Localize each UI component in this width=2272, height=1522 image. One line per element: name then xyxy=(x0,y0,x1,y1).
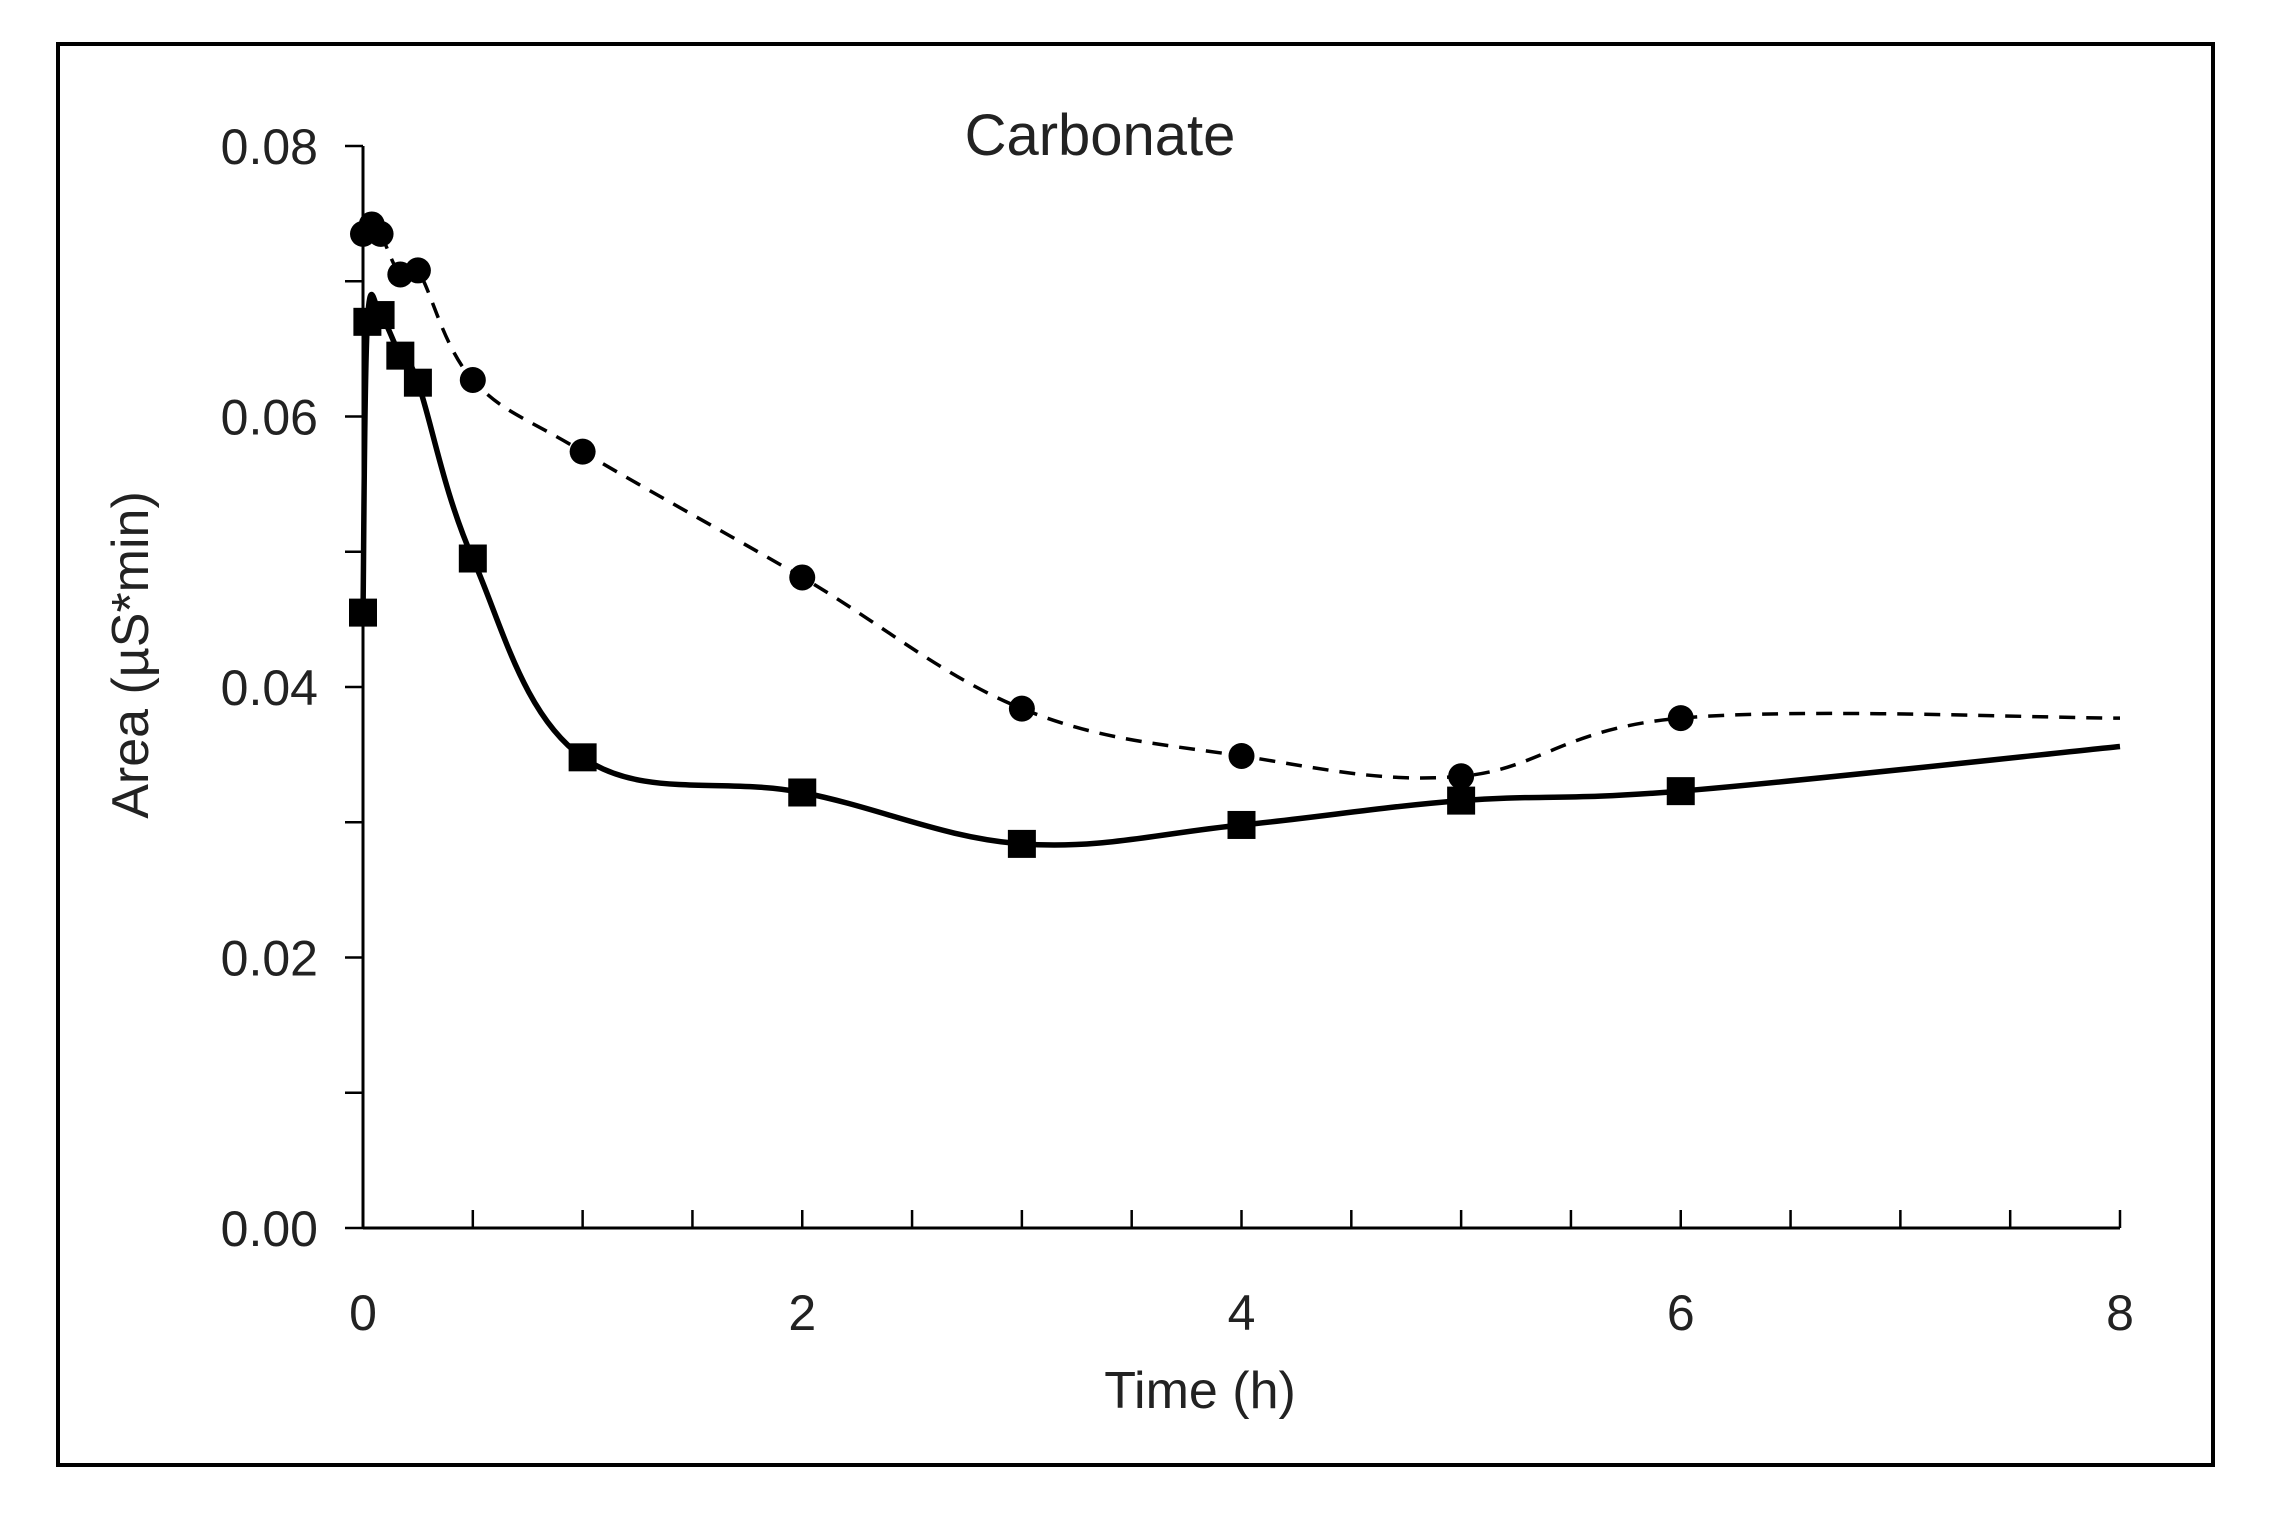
series-1-square-point xyxy=(1007,829,1036,858)
x-axis-label: Time (h) xyxy=(1104,1362,1296,1420)
series-2-circle-point xyxy=(404,257,431,284)
series-1-square-point xyxy=(403,368,432,397)
series-2-circle-point xyxy=(367,220,394,247)
y-tick-label: 0.08 xyxy=(221,119,318,175)
tick-labels: 0.00 0.02 0.04 0.06 0.08 0 2 4 6 8 xyxy=(221,119,2134,1341)
series-1-square-point xyxy=(366,301,395,330)
x-tick-label: 0 xyxy=(349,1285,377,1341)
series-1-square-point xyxy=(1227,810,1256,839)
x-tick-label: 4 xyxy=(1228,1285,1256,1341)
chart-title: Carbonate xyxy=(965,103,1236,168)
series-1-square-point xyxy=(458,544,487,573)
series-1-square-point xyxy=(1666,777,1695,806)
series-line-2 xyxy=(361,222,2121,780)
y-tick-label: 0.02 xyxy=(221,931,318,987)
y-axis-label: Area (µS*min) xyxy=(102,491,160,819)
series-1-square-point xyxy=(1447,786,1476,815)
figure-frame xyxy=(56,42,2215,1467)
series-2-circle-point xyxy=(459,366,486,393)
series-2-circle-point xyxy=(1008,695,1035,722)
series-1-square-point xyxy=(386,341,415,370)
x-tick-label: 2 xyxy=(788,1285,816,1341)
series-2-circle-point xyxy=(1228,742,1255,769)
series-1-square-point xyxy=(349,598,377,627)
y-tick-label: 0.00 xyxy=(221,1201,318,1257)
series-2-circle-point xyxy=(789,564,816,591)
x-tick-label: 6 xyxy=(1667,1285,1695,1341)
series-2-circle-point xyxy=(1667,705,1694,732)
series-1-square-point xyxy=(788,778,817,807)
series-layer xyxy=(349,211,2121,858)
series-2-circle-point xyxy=(569,438,596,465)
y-tick-label: 0.04 xyxy=(221,660,318,716)
x-tick-label: 8 xyxy=(2106,1285,2134,1341)
y-tick-label: 0.06 xyxy=(221,390,318,446)
series-1-square-point xyxy=(568,743,597,772)
series-2-circle-point xyxy=(1448,763,1475,790)
